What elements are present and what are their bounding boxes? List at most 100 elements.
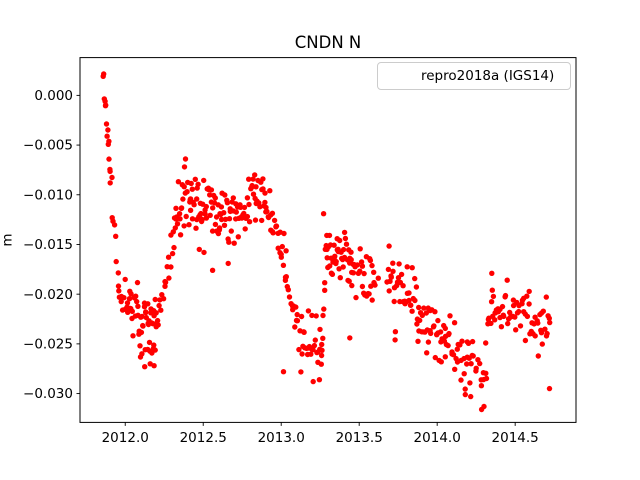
data-point bbox=[318, 352, 325, 359]
data-point bbox=[546, 385, 553, 392]
data-point bbox=[128, 291, 134, 297]
data-point bbox=[538, 330, 545, 336]
data-point bbox=[417, 317, 423, 324]
data-point bbox=[348, 249, 354, 255]
data-point bbox=[187, 207, 194, 213]
data-point bbox=[275, 245, 281, 251]
data-point bbox=[546, 315, 552, 321]
x-tick-label: 2014.0 bbox=[414, 430, 461, 446]
data-point bbox=[160, 296, 167, 302]
data-point bbox=[111, 222, 118, 228]
data-point bbox=[264, 208, 270, 215]
data-point bbox=[540, 308, 546, 314]
data-point bbox=[348, 257, 354, 263]
data-point bbox=[316, 377, 323, 383]
data-point bbox=[431, 323, 437, 329]
data-point bbox=[469, 338, 476, 345]
data-point bbox=[134, 298, 140, 305]
data-point bbox=[454, 346, 460, 352]
data-point bbox=[398, 271, 405, 278]
data-point bbox=[259, 217, 265, 224]
data-point bbox=[133, 293, 139, 299]
data-point bbox=[349, 282, 355, 289]
data-point bbox=[168, 264, 174, 270]
data-point bbox=[409, 265, 415, 271]
data-point bbox=[203, 215, 210, 221]
data-point bbox=[103, 102, 109, 108]
data-point bbox=[107, 168, 113, 175]
data-point bbox=[101, 71, 107, 77]
data-point bbox=[162, 279, 169, 285]
data-point bbox=[285, 287, 291, 293]
data-point bbox=[270, 230, 276, 236]
data-point bbox=[305, 308, 312, 314]
data-point bbox=[199, 216, 205, 223]
data-point bbox=[320, 312, 326, 319]
data-point bbox=[241, 204, 248, 211]
data-point bbox=[524, 293, 530, 299]
data-point bbox=[246, 219, 253, 225]
data-point bbox=[145, 301, 151, 307]
data-point bbox=[299, 351, 305, 357]
data-point bbox=[201, 249, 207, 256]
data-point bbox=[172, 225, 178, 231]
data-point bbox=[357, 268, 363, 274]
data-point bbox=[195, 181, 201, 187]
data-point bbox=[424, 350, 430, 356]
data-point bbox=[181, 184, 187, 190]
data-point bbox=[354, 262, 361, 268]
data-point bbox=[308, 351, 314, 357]
data-point bbox=[490, 293, 497, 300]
data-point bbox=[106, 156, 112, 162]
data-point bbox=[470, 353, 476, 359]
data-point bbox=[375, 275, 381, 281]
data-point bbox=[526, 288, 532, 295]
data-point bbox=[504, 277, 510, 283]
data-point bbox=[350, 270, 357, 276]
data-point bbox=[488, 299, 495, 305]
data-point bbox=[230, 195, 236, 201]
data-point bbox=[542, 326, 548, 332]
data-point bbox=[296, 346, 302, 353]
data-point bbox=[406, 290, 412, 296]
data-point bbox=[142, 364, 148, 370]
data-point bbox=[319, 347, 325, 353]
data-point bbox=[357, 246, 363, 252]
data-point bbox=[459, 338, 465, 344]
data-point bbox=[409, 308, 415, 314]
data-point bbox=[462, 391, 468, 398]
data-point bbox=[221, 222, 228, 228]
data-point bbox=[524, 313, 531, 320]
data-point bbox=[416, 304, 422, 311]
data-point bbox=[442, 354, 448, 360]
data-point bbox=[209, 228, 216, 234]
legend-label: repro2018a (IGS14) bbox=[421, 68, 555, 84]
data-point bbox=[320, 211, 327, 217]
data-point bbox=[322, 287, 328, 293]
data-point bbox=[202, 211, 208, 217]
data-point bbox=[153, 310, 159, 316]
data-point bbox=[502, 292, 509, 299]
data-point bbox=[221, 210, 227, 216]
data-point bbox=[483, 375, 490, 382]
data-point bbox=[203, 203, 209, 210]
data-point bbox=[262, 199, 268, 206]
data-point bbox=[198, 210, 204, 217]
data-point bbox=[140, 323, 146, 329]
data-point bbox=[478, 383, 485, 389]
data-point bbox=[544, 330, 550, 337]
data-point bbox=[176, 211, 183, 217]
data-point bbox=[271, 217, 278, 224]
data-point bbox=[226, 216, 233, 222]
data-point bbox=[312, 337, 318, 343]
data-point bbox=[235, 234, 241, 240]
data-point bbox=[468, 393, 474, 400]
data-point bbox=[477, 360, 483, 367]
data-point bbox=[310, 347, 316, 353]
data-point bbox=[218, 216, 225, 223]
data-point bbox=[207, 212, 213, 218]
data-point bbox=[446, 330, 452, 337]
data-point bbox=[447, 313, 453, 319]
